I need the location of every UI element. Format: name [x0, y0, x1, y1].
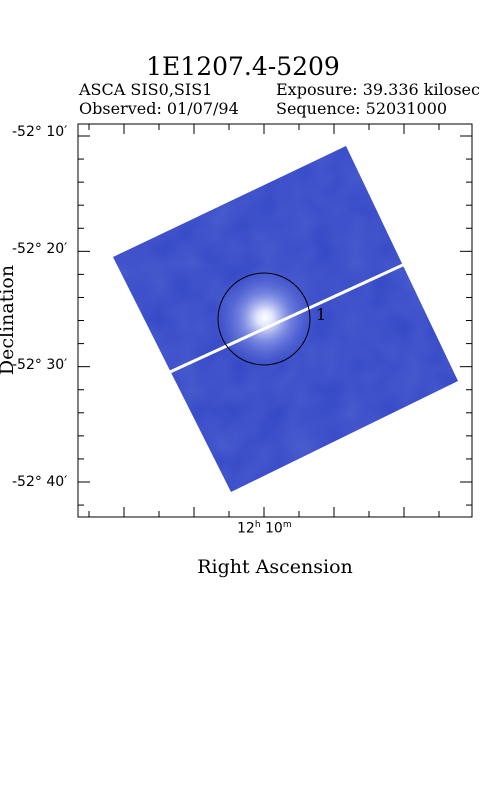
instrument-label: ASCA SIS0,SIS1: [79, 80, 213, 99]
y-tick-label: -52° 30′: [12, 357, 68, 373]
y-tick-label: -52° 10′: [12, 124, 68, 140]
axis-tick-marks: [78, 124, 472, 517]
y-tick-label: -52° 40′: [12, 474, 68, 490]
chart-title: 1E1207.4-5209: [146, 52, 340, 81]
exposure-label: Exposure: 39.336 kilosec: [276, 80, 480, 99]
x-tick-label: 12h 10m: [237, 520, 292, 537]
y-tick-label: -52° 20′: [12, 241, 68, 257]
sequence-label: Sequence: 52031000: [276, 99, 448, 118]
observed-label: Observed: 01/07/94: [79, 99, 239, 118]
region-label: 1: [316, 305, 327, 324]
y-axis-label: Declination: [0, 264, 18, 376]
chip-gap: [169, 262, 406, 374]
source-glow: [210, 263, 320, 373]
source-region-circle: [217, 272, 311, 366]
x-axis-label: Right Ascension: [197, 556, 353, 578]
